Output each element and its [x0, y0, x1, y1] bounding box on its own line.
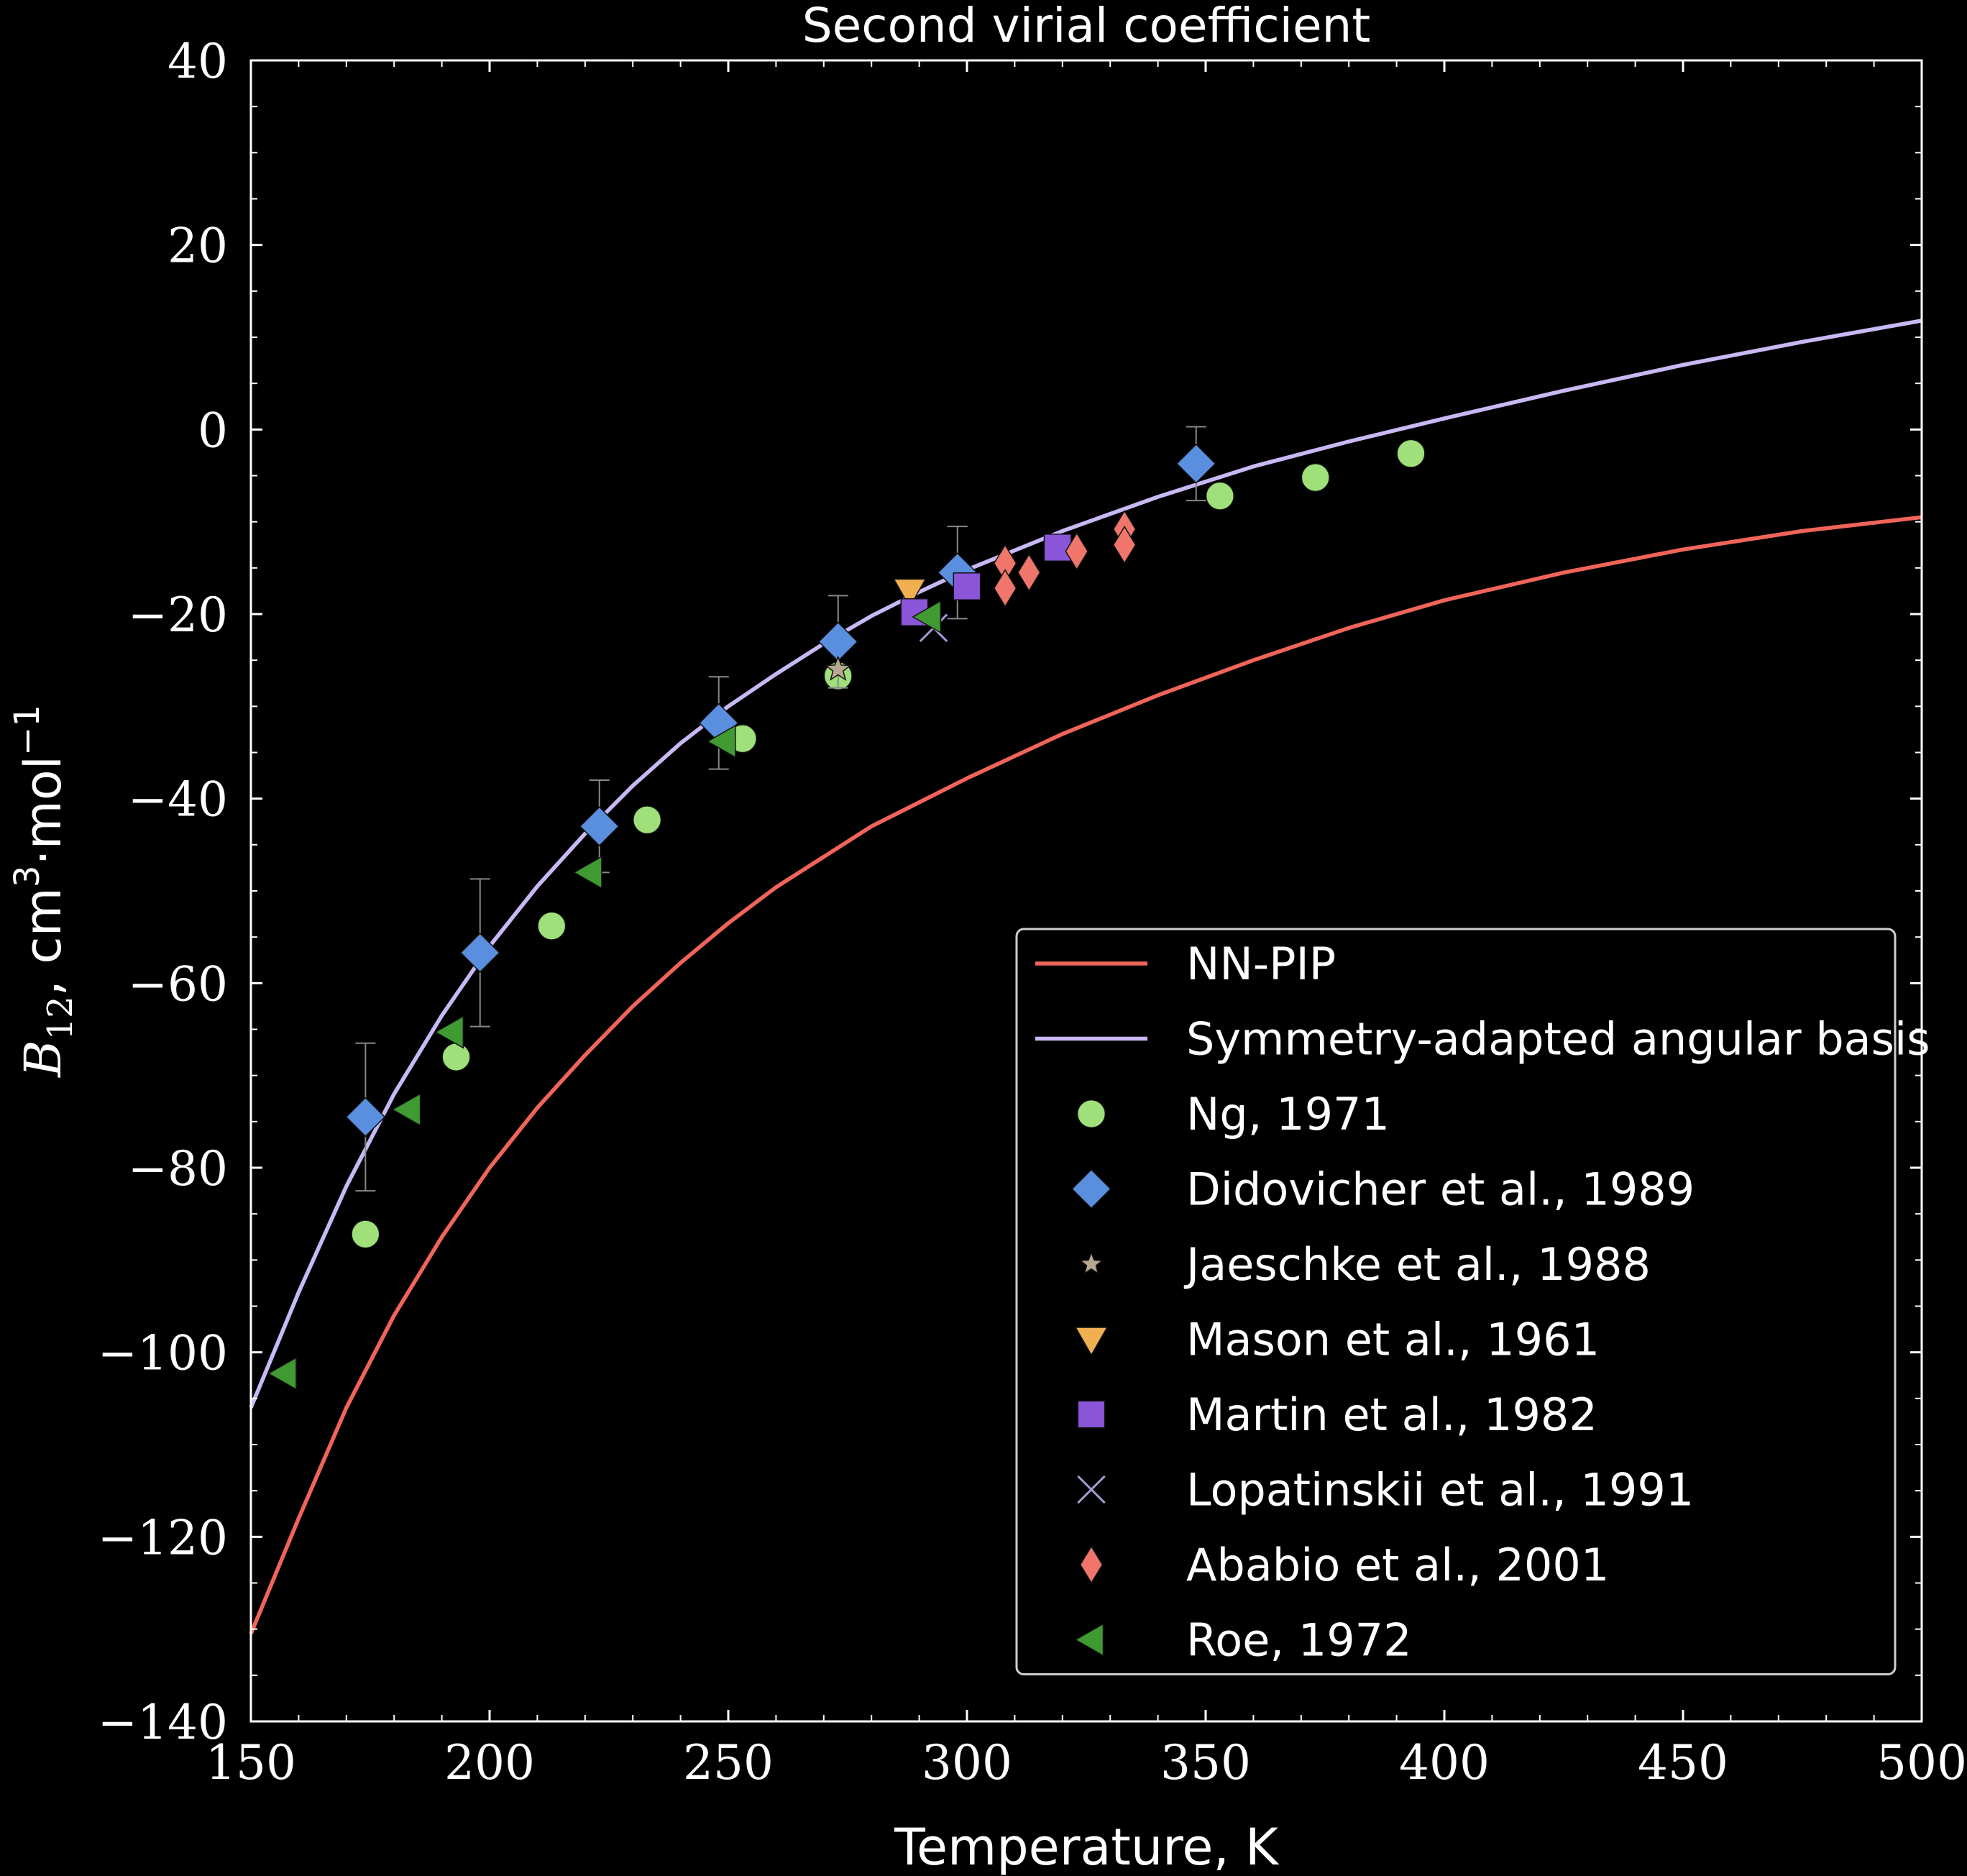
- legend-label: Jaeschke et al., 1988: [1183, 1238, 1651, 1291]
- x-tick-label: 150: [206, 1735, 296, 1790]
- svg-text:B12, cm3·mol−1: B12, cm3·mol−1: [7, 705, 81, 1079]
- y-tick-label: −140: [98, 1695, 228, 1750]
- legend-marker: [1074, 1327, 1109, 1357]
- legend-label: Martin et al., 1982: [1186, 1388, 1597, 1441]
- data-point: [1205, 481, 1235, 511]
- data-point: [434, 1015, 464, 1049]
- y-axis-label-subscript: 12: [40, 996, 81, 1040]
- tick-layer: 150 200 250 300 350 400 450 500−140−120−100−80−…: [98, 34, 1967, 1790]
- data-point: [1175, 443, 1216, 484]
- legend-entry: NN-PIP: [1035, 938, 1336, 990]
- legend-entry: Martin et al., 1982: [1077, 1388, 1597, 1441]
- legend-entry: Symmetry-adapted angular basis: [1035, 1013, 1930, 1066]
- x-tick-label: 350: [1160, 1735, 1251, 1790]
- data-point: [459, 933, 500, 973]
- y-tick-label: 40: [168, 34, 228, 89]
- data-point: [579, 806, 620, 847]
- data-point: [993, 569, 1017, 608]
- y-tick-label: −120: [98, 1510, 228, 1565]
- legend-label: Ababio et al., 2001: [1186, 1539, 1609, 1591]
- curve-0: [249, 515, 1922, 1635]
- data-point: [351, 1220, 380, 1249]
- legend-label: Symmetry-adapted angular basis: [1186, 1013, 1930, 1066]
- legend-label: Mason et al., 1961: [1186, 1314, 1600, 1366]
- x-axis-label: Temperature, K: [894, 1818, 1280, 1876]
- y-axis-label-sup2: −1: [7, 705, 47, 756]
- legend-entry: Lopatinskii et al., 1991: [1077, 1464, 1694, 1516]
- data-point: [1017, 553, 1041, 592]
- legend-entry: Ababio et al., 2001: [1079, 1539, 1609, 1591]
- y-tick-label: −100: [98, 1326, 228, 1381]
- x-tick-label: 400: [1399, 1735, 1490, 1790]
- data-point: [1065, 531, 1088, 571]
- y-axis-label-unit: , cm: [14, 887, 73, 996]
- series-6: [993, 510, 1137, 608]
- y-tick-label: −20: [128, 587, 228, 643]
- legend-marker: [1079, 1545, 1104, 1584]
- legend-marker: [1078, 1250, 1104, 1275]
- legend-entry: Ng, 1971: [1076, 1088, 1390, 1140]
- y-axis-label-sup1: 3: [7, 866, 47, 888]
- legend-entry: Jaeschke et al., 1988: [1078, 1238, 1651, 1291]
- legend-box: [1015, 928, 1897, 1675]
- y-axis-label: B12, cm3·mol−1: [7, 705, 81, 1079]
- legend-label: Ng, 1971: [1186, 1088, 1390, 1140]
- chart-title: Second virial coefficient: [802, 0, 1371, 53]
- legend-label: Lopatinskii et al., 1991: [1186, 1464, 1694, 1516]
- data-point: [825, 655, 852, 681]
- data-point: [441, 1042, 471, 1072]
- series-2: [825, 655, 852, 681]
- legend-marker: [1074, 1623, 1104, 1657]
- data-point: [1043, 534, 1072, 562]
- legend-entry: Mason et al., 1961: [1074, 1314, 1600, 1366]
- y-tick-label: −40: [128, 772, 228, 828]
- legend-label: Roe, 1972: [1186, 1614, 1412, 1667]
- data-point: [1112, 526, 1137, 564]
- y-tick-label: −60: [128, 956, 228, 1012]
- data-point: [633, 805, 662, 835]
- x-tick-label: 200: [444, 1735, 535, 1790]
- y-axis-label-unit-mid: ·mol: [14, 756, 73, 866]
- data-point: [706, 724, 736, 759]
- data-point: [893, 578, 927, 608]
- data-point: [572, 856, 602, 889]
- x-tick-label: 500: [1876, 1735, 1967, 1790]
- x-tick-label: 450: [1638, 1735, 1728, 1790]
- series-3: [893, 578, 927, 608]
- y-tick-label: −80: [128, 1141, 228, 1196]
- data-point: [345, 1097, 386, 1138]
- data-point: [1301, 462, 1330, 493]
- data-point: [537, 911, 567, 941]
- data-point: [267, 1356, 297, 1391]
- legend-label: Didovicher et al., 1989: [1186, 1163, 1695, 1216]
- legend-marker: [1077, 1475, 1106, 1504]
- y-tick-label: 20: [168, 219, 228, 274]
- x-tick-label: 300: [922, 1735, 1012, 1790]
- legend-entry: Didovicher et al., 1989: [1071, 1163, 1695, 1216]
- curve-1: [249, 319, 1922, 1409]
- series-7: [267, 600, 942, 1391]
- y-tick-label: 0: [198, 403, 228, 458]
- legend-marker: [1071, 1168, 1111, 1209]
- data-point: [1396, 439, 1426, 468]
- legend-entry: Roe, 1972: [1074, 1614, 1412, 1667]
- curves-layer: [249, 319, 1922, 1635]
- legend-label: NN-PIP: [1186, 938, 1336, 990]
- data-point: [953, 572, 981, 600]
- data-point: [391, 1092, 421, 1127]
- legend-marker: [1076, 1099, 1106, 1129]
- data-point: [912, 600, 942, 634]
- y-axis-label-symbol: B: [14, 1040, 73, 1078]
- legend: NN-PIP Symmetry-adapted angular basis Ng, …: [1015, 928, 1930, 1675]
- markers-layer: [267, 426, 1426, 1391]
- legend-marker: [1077, 1400, 1106, 1429]
- x-tick-label: 250: [683, 1735, 774, 1790]
